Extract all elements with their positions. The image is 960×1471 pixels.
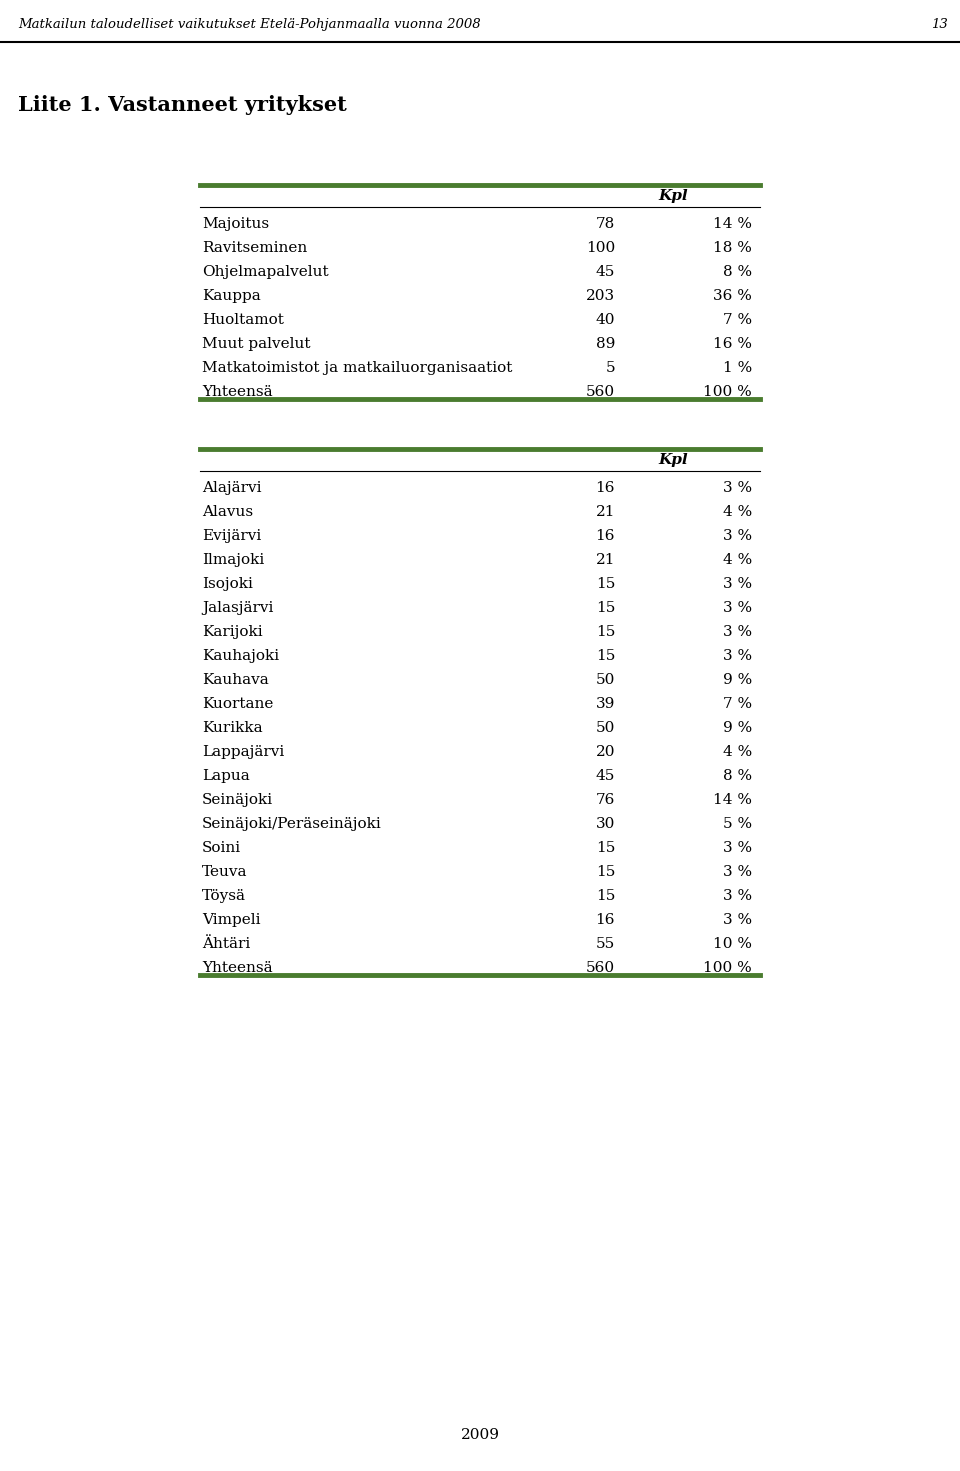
Text: 15: 15 bbox=[595, 649, 615, 663]
Text: 13: 13 bbox=[931, 18, 948, 31]
Text: Ilmajoki: Ilmajoki bbox=[202, 553, 264, 566]
Text: Seinäjoki/Peräseinäjoki: Seinäjoki/Peräseinäjoki bbox=[202, 816, 382, 831]
Text: Huoltamot: Huoltamot bbox=[202, 313, 284, 327]
Text: Kauhajoki: Kauhajoki bbox=[202, 649, 279, 663]
Text: Majoitus: Majoitus bbox=[202, 216, 269, 231]
Text: 30: 30 bbox=[595, 816, 615, 831]
Text: 20: 20 bbox=[595, 744, 615, 759]
Text: 15: 15 bbox=[595, 865, 615, 878]
Text: Karijoki: Karijoki bbox=[202, 625, 263, 638]
Text: Ohjelmapalvelut: Ohjelmapalvelut bbox=[202, 265, 328, 279]
Text: Vimpeli: Vimpeli bbox=[202, 913, 260, 927]
Text: 9 %: 9 % bbox=[723, 672, 752, 687]
Text: Kpl: Kpl bbox=[659, 453, 688, 466]
Text: Jalasjärvi: Jalasjärvi bbox=[202, 600, 274, 615]
Text: Seinäjoki: Seinäjoki bbox=[202, 793, 274, 806]
Text: Alavus: Alavus bbox=[202, 505, 253, 519]
Text: 3 %: 3 % bbox=[723, 481, 752, 494]
Text: 3 %: 3 % bbox=[723, 600, 752, 615]
Text: Liite 1. Vastanneet yritykset: Liite 1. Vastanneet yritykset bbox=[18, 96, 347, 115]
Text: 39: 39 bbox=[595, 697, 615, 710]
Text: 15: 15 bbox=[595, 577, 615, 591]
Text: 560: 560 bbox=[586, 385, 615, 399]
Text: 4 %: 4 % bbox=[723, 505, 752, 519]
Text: Matkatoimistot ja matkailuorganisaatiot: Matkatoimistot ja matkailuorganisaatiot bbox=[202, 360, 513, 375]
Text: Ravitseminen: Ravitseminen bbox=[202, 241, 307, 254]
Text: 3 %: 3 % bbox=[723, 865, 752, 878]
Text: Soini: Soini bbox=[202, 841, 241, 855]
Text: 7 %: 7 % bbox=[723, 313, 752, 327]
Text: 15: 15 bbox=[595, 600, 615, 615]
Text: Matkailun taloudelliset vaikutukset Etelä-Pohjanmaalla vuonna 2008: Matkailun taloudelliset vaikutukset Etel… bbox=[18, 18, 481, 31]
Text: 15: 15 bbox=[595, 841, 615, 855]
Text: 21: 21 bbox=[595, 505, 615, 519]
Text: Lapua: Lapua bbox=[202, 769, 250, 783]
Text: Kpl: Kpl bbox=[659, 188, 688, 203]
Text: 3 %: 3 % bbox=[723, 913, 752, 927]
Text: 560: 560 bbox=[586, 961, 615, 975]
Text: 8 %: 8 % bbox=[723, 265, 752, 279]
Text: Ähtäri: Ähtäri bbox=[202, 937, 251, 950]
Text: 3 %: 3 % bbox=[723, 577, 752, 591]
Text: 3 %: 3 % bbox=[723, 649, 752, 663]
Text: 100 %: 100 % bbox=[704, 961, 752, 975]
Text: Kauhava: Kauhava bbox=[202, 672, 269, 687]
Text: 2009: 2009 bbox=[461, 1428, 499, 1442]
Text: 21: 21 bbox=[595, 553, 615, 566]
Text: 3 %: 3 % bbox=[723, 841, 752, 855]
Text: 14 %: 14 % bbox=[713, 216, 752, 231]
Text: 15: 15 bbox=[595, 625, 615, 638]
Text: 1 %: 1 % bbox=[723, 360, 752, 375]
Text: 16: 16 bbox=[595, 913, 615, 927]
Text: 45: 45 bbox=[595, 769, 615, 783]
Text: 14 %: 14 % bbox=[713, 793, 752, 806]
Text: 16: 16 bbox=[595, 481, 615, 494]
Text: Teuva: Teuva bbox=[202, 865, 248, 878]
Text: 5: 5 bbox=[606, 360, 615, 375]
Text: 15: 15 bbox=[595, 888, 615, 903]
Text: 89: 89 bbox=[595, 337, 615, 350]
Text: 50: 50 bbox=[595, 672, 615, 687]
Text: Isojoki: Isojoki bbox=[202, 577, 252, 591]
Text: Kurikka: Kurikka bbox=[202, 721, 263, 736]
Text: Töysä: Töysä bbox=[202, 888, 246, 903]
Text: Evijärvi: Evijärvi bbox=[202, 528, 261, 543]
Text: 5 %: 5 % bbox=[723, 816, 752, 831]
Text: 40: 40 bbox=[595, 313, 615, 327]
Text: Alajärvi: Alajärvi bbox=[202, 481, 261, 494]
Text: 8 %: 8 % bbox=[723, 769, 752, 783]
Text: Kuortane: Kuortane bbox=[202, 697, 274, 710]
Text: 203: 203 bbox=[586, 288, 615, 303]
Text: 50: 50 bbox=[595, 721, 615, 736]
Text: 4 %: 4 % bbox=[723, 744, 752, 759]
Text: 78: 78 bbox=[596, 216, 615, 231]
Text: 3 %: 3 % bbox=[723, 888, 752, 903]
Text: Muut palvelut: Muut palvelut bbox=[202, 337, 310, 350]
Text: 4 %: 4 % bbox=[723, 553, 752, 566]
Text: 10 %: 10 % bbox=[713, 937, 752, 950]
Text: 100 %: 100 % bbox=[704, 385, 752, 399]
Text: Yhteensä: Yhteensä bbox=[202, 961, 273, 975]
Text: 7 %: 7 % bbox=[723, 697, 752, 710]
Text: 3 %: 3 % bbox=[723, 528, 752, 543]
Text: 55: 55 bbox=[596, 937, 615, 950]
Text: 36 %: 36 % bbox=[713, 288, 752, 303]
Text: Lappajärvi: Lappajärvi bbox=[202, 744, 284, 759]
Text: 45: 45 bbox=[595, 265, 615, 279]
Text: 9 %: 9 % bbox=[723, 721, 752, 736]
Text: 3 %: 3 % bbox=[723, 625, 752, 638]
Text: Kauppa: Kauppa bbox=[202, 288, 261, 303]
Text: 16: 16 bbox=[595, 528, 615, 543]
Text: 100: 100 bbox=[586, 241, 615, 254]
Text: 76: 76 bbox=[595, 793, 615, 806]
Text: 16 %: 16 % bbox=[713, 337, 752, 350]
Text: Yhteensä: Yhteensä bbox=[202, 385, 273, 399]
Text: 18 %: 18 % bbox=[713, 241, 752, 254]
